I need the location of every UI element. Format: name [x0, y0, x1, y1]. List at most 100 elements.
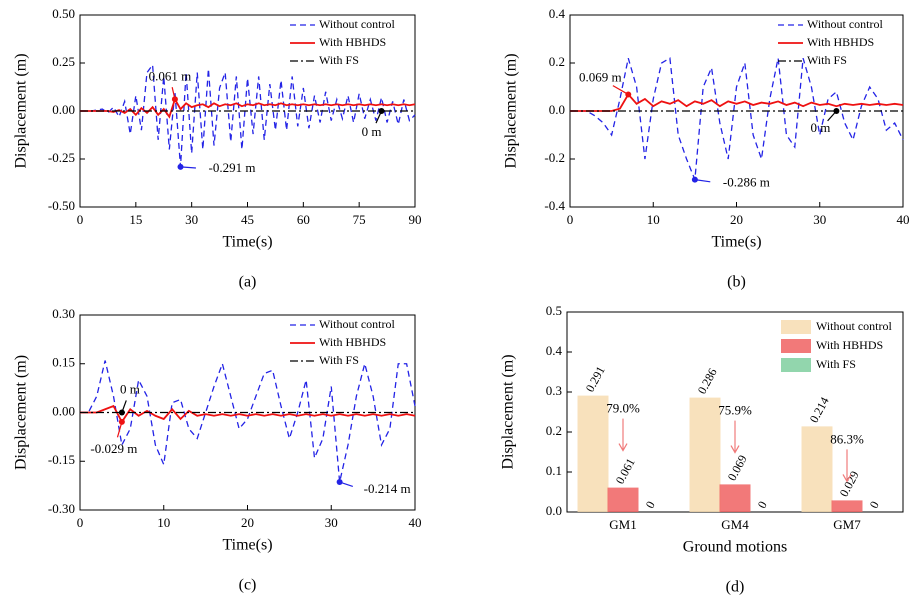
legend-label: Without control	[319, 317, 396, 331]
x-tick-label: 45	[241, 212, 254, 227]
bar-value-label: 0	[755, 499, 770, 511]
reduction-label: 75.9%	[718, 403, 752, 418]
legend-label: With FS	[807, 53, 847, 67]
bar-value-label: 0	[643, 499, 658, 511]
series-line	[570, 92, 904, 112]
annotation-point	[336, 479, 343, 486]
y-tick-label: 0.00	[52, 403, 75, 418]
legend-label: With FS	[319, 53, 359, 67]
annotation-label: 0.061 m	[149, 68, 192, 83]
annotation-label: -0.286 m	[723, 175, 770, 190]
x-tick-label: 15	[129, 212, 142, 227]
annotation-point	[171, 96, 178, 103]
legend-label: With FS	[319, 353, 359, 367]
legend-label: Without control	[319, 17, 396, 31]
x-tick-label: GM1	[609, 517, 636, 532]
annotation-label: 0 m	[362, 124, 382, 139]
panel-label: (c)	[239, 577, 257, 594]
y-tick-label: 0.2	[546, 423, 562, 438]
y-tick-label: 0.00	[52, 102, 75, 117]
x-axis-label: Ground motions	[683, 539, 787, 556]
y-tick-label: 0.50	[52, 6, 75, 21]
x-tick-label: 90	[409, 212, 422, 227]
legend-swatch	[781, 320, 811, 334]
panel-label: (b)	[727, 274, 746, 291]
y-tick-label: 0.4	[549, 6, 566, 21]
bar-value-label: 0.286	[695, 366, 720, 396]
y-axis-label: Displacement (m)	[13, 355, 30, 470]
series-line	[80, 360, 416, 483]
x-axis-label: Time(s)	[711, 234, 761, 251]
annotation-point	[118, 418, 125, 425]
bar	[831, 500, 863, 512]
y-axis-label: Displacement (m)	[500, 354, 517, 469]
x-tick-label: 10	[157, 515, 170, 530]
y-tick-label: 0.2	[549, 54, 565, 69]
panel-label: (d)	[726, 579, 745, 596]
series-line	[80, 97, 416, 119]
x-axis-label: Time(s)	[222, 234, 272, 251]
x-tick-label: 60	[297, 212, 310, 227]
x-tick-label: GM4	[721, 517, 749, 532]
x-tick-label: 40	[409, 515, 422, 530]
y-tick-label: -0.4	[544, 198, 565, 213]
bar	[689, 397, 721, 512]
annotation-label: 0 m	[810, 120, 830, 135]
bar	[577, 395, 609, 512]
reduction-arrowhead	[730, 445, 740, 454]
y-tick-label: 0.3	[546, 383, 562, 398]
annotation-point	[625, 91, 632, 98]
series-line	[570, 57, 904, 180]
y-tick-label: -0.30	[48, 501, 75, 516]
legend-label: Without control	[816, 319, 893, 333]
x-tick-label: 30	[325, 515, 338, 530]
y-tick-label: 0.0	[546, 503, 562, 518]
legend-label: With HBHDS	[319, 335, 386, 349]
y-tick-label: 0.4	[546, 343, 563, 358]
annotation-point	[177, 163, 184, 170]
y-tick-label: 0.1	[546, 463, 562, 478]
x-tick-label: 0	[77, 212, 84, 227]
legend-label: With HBHDS	[816, 338, 883, 352]
annotation-label: -0.214 m	[364, 481, 411, 496]
reduction-label: 79.0%	[606, 401, 640, 416]
x-tick-label: 0	[567, 212, 574, 227]
bar-value-label: 0.291	[583, 364, 608, 394]
x-axis-label: Time(s)	[222, 537, 272, 554]
annotation-point	[691, 176, 698, 183]
x-tick-label: 75	[353, 212, 366, 227]
y-tick-label: 0.0	[549, 102, 565, 117]
legend-label: Without control	[807, 17, 884, 31]
reduction-arrowhead	[842, 474, 852, 483]
y-tick-label: -0.15	[48, 452, 75, 467]
x-tick-label: 20	[730, 212, 743, 227]
annotation-label: 0.069 m	[579, 69, 622, 84]
annotation-point	[833, 108, 840, 114]
y-tick-label: -0.50	[48, 198, 75, 213]
annotation-label: -0.029 m	[90, 441, 137, 456]
x-tick-label: 30	[813, 212, 826, 227]
y-axis-label: Displacement (m)	[13, 53, 30, 168]
x-tick-label: 0	[77, 515, 84, 530]
annotation-label: -0.291 m	[209, 160, 256, 175]
x-tick-label: 20	[241, 515, 254, 530]
y-tick-label: -0.25	[48, 150, 75, 165]
bar-value-label: 0.061	[613, 456, 638, 486]
bar-value-label: 0.029	[837, 469, 862, 499]
y-tick-label: 0.15	[52, 355, 75, 370]
legend-swatch	[781, 358, 811, 372]
series-line	[80, 63, 416, 167]
bar	[801, 426, 833, 512]
bar	[607, 487, 639, 512]
x-tick-label: 10	[647, 212, 660, 227]
x-tick-label: 40	[897, 212, 910, 227]
y-axis-label: Displacement (m)	[503, 53, 520, 168]
reduction-label: 86.3%	[830, 431, 864, 446]
y-tick-label: 0.25	[52, 54, 75, 69]
bar-value-label: 0.214	[807, 395, 832, 425]
annotation-point	[378, 108, 385, 114]
bar-value-label: 0.069	[725, 453, 750, 483]
panel-label: (a)	[239, 274, 257, 291]
